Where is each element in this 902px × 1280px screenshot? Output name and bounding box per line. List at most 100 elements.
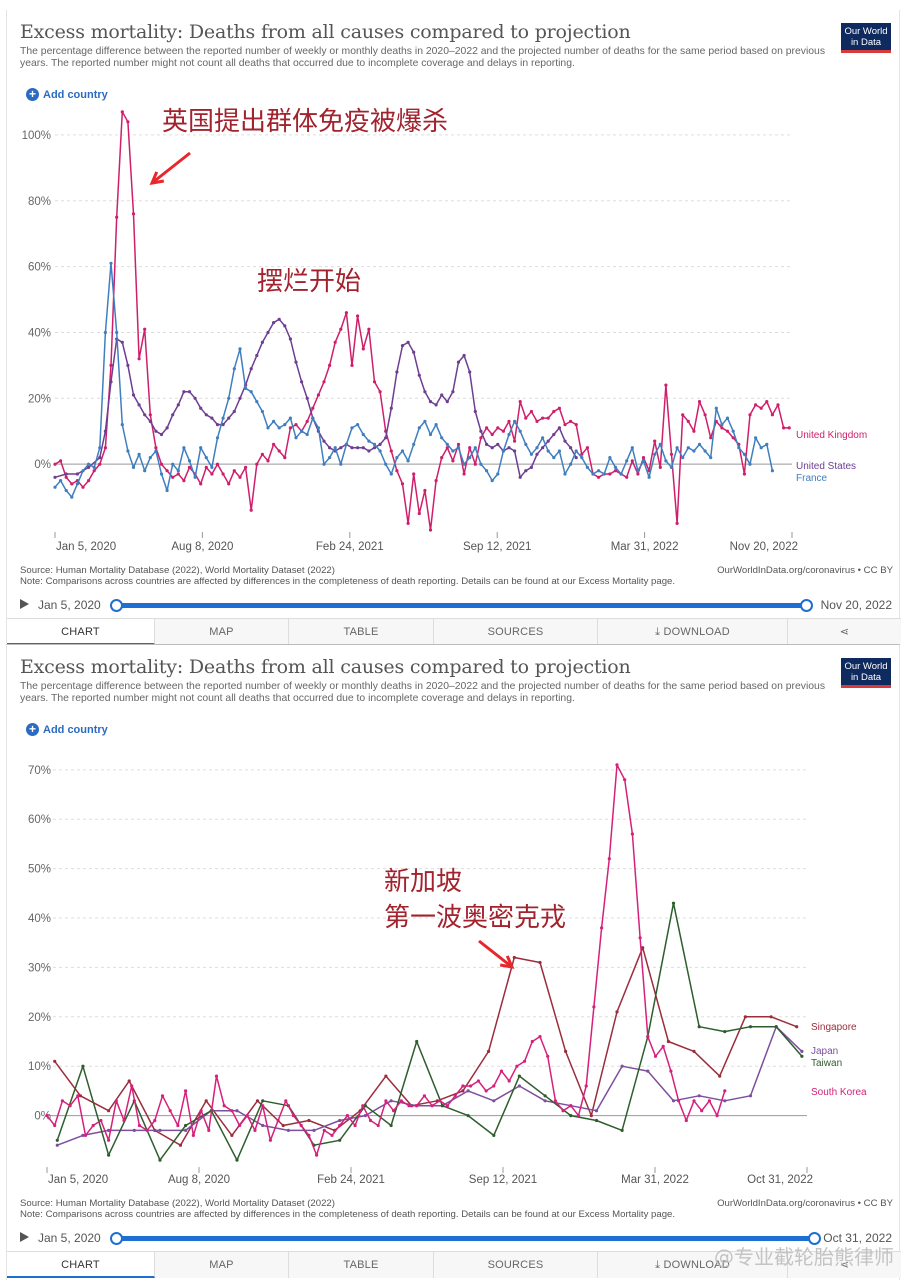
- data-point: [191, 1133, 195, 1137]
- data-point: [594, 1118, 599, 1123]
- data-point: [518, 429, 522, 433]
- data-point: [305, 396, 309, 400]
- play-icon[interactable]: [20, 1232, 29, 1242]
- tab-table[interactable]: TABLE: [289, 619, 434, 645]
- data-point: [490, 432, 494, 437]
- source-text: Source: Human Mortality Database (2022),…: [20, 565, 335, 576]
- data-point: [589, 1114, 593, 1118]
- data-point: [569, 419, 573, 423]
- data-point: [406, 340, 410, 344]
- data-point: [697, 442, 702, 446]
- data-point: [592, 1005, 596, 1009]
- data-point: [266, 330, 270, 335]
- data-point: [261, 1104, 265, 1108]
- data-point: [492, 1133, 496, 1137]
- data-point: [268, 1138, 272, 1142]
- data-point: [725, 416, 730, 420]
- timeline-track[interactable]: [116, 1236, 814, 1241]
- data-point: [423, 419, 427, 423]
- data-point: [176, 469, 180, 473]
- data-point: [333, 446, 337, 450]
- data-point: [176, 403, 180, 407]
- timeline-start-label: Jan 5, 2020: [38, 598, 101, 612]
- timeline[interactable]: Jan 5, 2020 Oct 31, 2022: [20, 1229, 892, 1247]
- data-point: [260, 340, 264, 344]
- data-point: [456, 442, 461, 446]
- timeline-end-handle[interactable]: [800, 599, 813, 612]
- tab-table[interactable]: TABLE: [289, 1252, 434, 1278]
- timeline-start-handle[interactable]: [110, 1232, 123, 1245]
- data-point: [159, 432, 164, 437]
- tab-sources[interactable]: SOURCES: [434, 1252, 598, 1278]
- data-point: [754, 436, 758, 440]
- play-icon[interactable]: [20, 599, 29, 609]
- data-point: [669, 1069, 673, 1073]
- add-country-button[interactable]: + Add country: [26, 723, 108, 736]
- data-point: [517, 1074, 521, 1078]
- data-point: [143, 327, 147, 331]
- data-point: [552, 432, 556, 437]
- credit-text[interactable]: OurWorldInData.org/coronavirus • CC BY: [717, 565, 893, 576]
- owid-logo[interactable]: Our World in Data: [841, 658, 891, 688]
- tab-chart[interactable]: CHART: [7, 619, 155, 645]
- tab-share[interactable]: ⋖: [788, 619, 901, 645]
- data-point: [608, 456, 612, 460]
- data-point: [249, 390, 253, 394]
- data-point: [122, 1118, 126, 1123]
- data-point: [187, 459, 192, 463]
- data-point: [770, 413, 775, 417]
- data-point: [338, 1138, 342, 1142]
- data-point: [159, 472, 164, 476]
- tab-chart[interactable]: CHART: [7, 1252, 155, 1278]
- tab-map[interactable]: MAP: [155, 1252, 289, 1278]
- data-point: [468, 456, 472, 460]
- data-point: [615, 763, 619, 767]
- chart-panel-2: Excess mortality: Deaths from all causes…: [6, 644, 901, 1280]
- tab-map[interactable]: MAP: [155, 619, 289, 645]
- data-point: [339, 446, 343, 450]
- tab-download[interactable]: ⤓ DOWNLOAD: [598, 619, 788, 645]
- data-point: [204, 1099, 208, 1103]
- data-point: [440, 436, 444, 440]
- data-point: [456, 360, 461, 364]
- data-point: [45, 1114, 49, 1118]
- data-point: [126, 363, 130, 367]
- data-point: [215, 462, 220, 466]
- tab-download[interactable]: ⤓ DOWNLOAD: [598, 1252, 788, 1278]
- data-point: [541, 446, 545, 450]
- tab-download-label: DOWNLOAD: [663, 1259, 730, 1271]
- data-point: [176, 1123, 180, 1128]
- data-point: [199, 446, 203, 450]
- data-point: [714, 406, 718, 410]
- data-point: [731, 436, 735, 440]
- timeline[interactable]: Jan 5, 2020 Nov 20, 2022: [20, 596, 892, 614]
- data-point: [535, 419, 539, 423]
- data-point: [81, 1133, 85, 1137]
- watermark: @专业截轮胎熊律师: [714, 1245, 894, 1269]
- timeline-start-handle[interactable]: [110, 599, 123, 612]
- credit-text[interactable]: OurWorldInData.org/coronavirus • CC BY: [717, 1198, 893, 1209]
- data-point: [557, 449, 562, 453]
- series-label: Singapore: [811, 1022, 857, 1033]
- data-point: [312, 1128, 316, 1132]
- timeline-track[interactable]: [116, 603, 806, 608]
- data-point: [594, 1109, 599, 1113]
- data-point: [499, 1069, 504, 1073]
- data-point: [518, 475, 522, 479]
- data-point: [305, 419, 309, 423]
- data-point: [159, 462, 164, 466]
- data-point: [238, 347, 242, 351]
- timeline-end-handle[interactable]: [808, 1232, 821, 1245]
- data-point: [272, 321, 276, 325]
- data-point: [675, 521, 679, 525]
- data-point: [638, 936, 642, 940]
- data-point: [316, 393, 320, 397]
- tab-download-label: DOWNLOAD: [663, 626, 730, 638]
- owid-logo[interactable]: Our World in Data: [841, 23, 891, 53]
- add-country-button[interactable]: + Add country: [26, 88, 108, 101]
- tab-sources[interactable]: SOURCES: [434, 619, 598, 645]
- data-point: [795, 1025, 799, 1029]
- data-point: [479, 429, 483, 433]
- tab-bar: CHART MAP TABLE SOURCES ⤓ DOWNLOAD ⋖: [7, 1251, 901, 1278]
- tab-share[interactable]: ⋖: [788, 1252, 901, 1278]
